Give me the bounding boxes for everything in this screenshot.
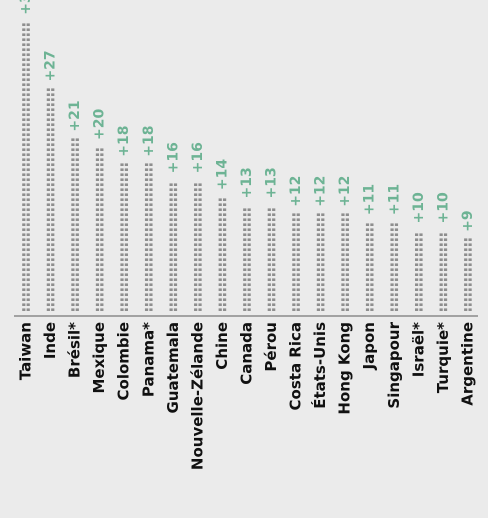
bar [341,213,349,311]
category-label: Inde [41,322,59,359]
data-label: +11 [386,184,402,215]
bar [267,208,276,311]
category-label: Colombie [115,322,133,400]
category-label: Taiwan [17,322,35,380]
data-label: +13 [239,167,255,198]
bar [218,198,227,311]
bars-group [22,23,472,311]
bar [243,208,251,311]
category-label: Mexique [90,322,108,394]
category-labels-group: Taiwan Inde Brésil* Mexique Colombie Panama* G… [17,321,477,470]
bar [95,148,104,311]
data-label: +35 [18,0,34,15]
category-label: Brésil* [66,322,84,378]
category-label: Canada [237,322,255,385]
category-label: Israël* [409,322,427,377]
bar [415,233,423,311]
bar [390,223,399,311]
category-label: Costa Rica [287,322,305,410]
bar [46,88,55,311]
data-label: +18 [116,125,132,156]
bar [22,23,30,311]
data-label: +12 [313,176,329,207]
category-label: États-Unis [310,322,329,409]
data-label: +10 [435,192,451,223]
category-label: Japon [360,322,378,370]
value-labels-group: +35 +27 +21 +20 +18 +18 +16 +16 +14 +13 +13 +12 +12 +… [18,0,476,232]
category-label: Chine [213,322,231,370]
bar [464,238,472,311]
data-label: +9 [460,210,476,231]
data-label: +10 [411,192,427,223]
bar [169,183,178,311]
bar [120,163,128,311]
category-label: Hong Kong [336,322,354,415]
bar [71,138,79,311]
data-label: +16 [165,142,181,173]
bar [194,183,202,311]
category-label: Panama* [139,322,157,397]
data-label: +14 [214,159,230,190]
bar [316,213,325,311]
data-label: +20 [92,109,108,140]
bar [439,233,448,311]
data-label: +18 [141,125,157,156]
bar [365,223,374,311]
bar [292,213,300,311]
category-label: Argentine [458,322,476,406]
category-label: Nouvelle-Zélande [188,322,206,470]
category-label: Guatemala [164,322,182,413]
category-label: Pérou [262,322,280,372]
data-label: +21 [67,100,83,131]
category-label: Turquie* [434,322,452,393]
data-label: +11 [362,184,378,215]
data-label: +12 [337,176,353,207]
data-label: +13 [264,167,280,198]
data-label: +27 [43,50,59,81]
category-label: Singapour [385,321,403,408]
data-label: +16 [190,142,206,173]
bar [144,163,153,311]
data-label: +12 [288,176,304,207]
